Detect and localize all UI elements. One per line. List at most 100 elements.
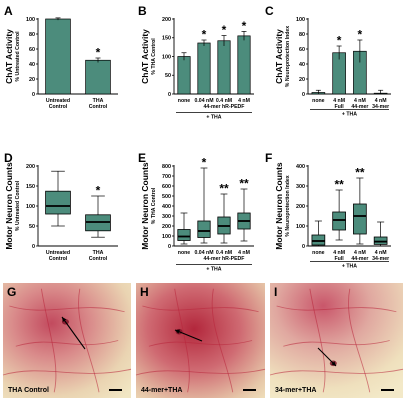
panel-label: H bbox=[140, 285, 149, 299]
y-tick-label: 100 bbox=[296, 224, 305, 230]
stained-fiber bbox=[135, 368, 266, 376]
y-tick-label: 0 bbox=[32, 244, 35, 250]
x-tick-label: 4 nM bbox=[375, 98, 387, 104]
bar bbox=[177, 56, 191, 95]
micrograph-image bbox=[270, 283, 403, 398]
x-tick-label: 4 nM bbox=[375, 250, 387, 256]
y-tick-label: 300 bbox=[162, 214, 171, 220]
panel-label: B bbox=[138, 4, 147, 18]
micrograph-g: G THA Control bbox=[2, 283, 132, 398]
stained-fiber bbox=[276, 305, 397, 313]
y-tick-label: 60 bbox=[29, 47, 35, 53]
x-tick-label: 44-mer bbox=[351, 104, 368, 110]
x-tick-label: 4 nM bbox=[238, 250, 250, 256]
bar bbox=[45, 18, 71, 95]
box bbox=[311, 234, 326, 246]
bar bbox=[85, 59, 111, 95]
x-tick-label: none bbox=[178, 250, 191, 256]
y-tick-label: 600 bbox=[162, 184, 171, 190]
y-axis-subtitle: % Neuroprotection Index bbox=[285, 175, 291, 237]
stained-fiber bbox=[40, 288, 57, 393]
y-tick-label: 300 bbox=[296, 184, 305, 190]
y-tick-label: 200 bbox=[162, 224, 171, 230]
significance-marker: * bbox=[202, 28, 207, 42]
arrowhead-icon bbox=[331, 361, 336, 366]
y-tick-label: 100 bbox=[296, 17, 305, 23]
x-tick-label: Control bbox=[49, 104, 68, 110]
significance-marker: * bbox=[96, 46, 101, 60]
y-tick-label: 0 bbox=[168, 244, 171, 250]
micrograph-caption: 44-mer+THA bbox=[141, 387, 182, 394]
panel-b: B ChAT Activity% THA Control 0 50 100 150 200 n… bbox=[138, 4, 254, 121]
y-axis-subtitle: % THA Control bbox=[151, 38, 157, 75]
stained-fiber bbox=[283, 340, 390, 347]
y-tick-label: 100 bbox=[162, 54, 171, 60]
micrograph-caption: THA Control bbox=[8, 387, 49, 394]
y-tick-label: 200 bbox=[296, 204, 305, 210]
significance-marker: * bbox=[202, 156, 207, 170]
x-tick-label: none bbox=[312, 98, 325, 104]
x-tick-label: 4 nM bbox=[333, 250, 345, 256]
x-tick-label: Control bbox=[89, 104, 108, 110]
bar bbox=[217, 40, 231, 95]
x-tick-label: 0.04 nM bbox=[194, 250, 213, 256]
y-tick-label: 100 bbox=[26, 204, 35, 210]
panel-label: G bbox=[7, 285, 16, 299]
panel-a: A ChAT Activity% Untreated Control 0 20 40 60… bbox=[4, 4, 118, 110]
stained-fiber bbox=[15, 340, 119, 347]
box bbox=[353, 203, 367, 235]
box bbox=[177, 229, 191, 241]
x-tick-label: Control bbox=[89, 256, 108, 262]
significance-marker: ** bbox=[239, 177, 249, 191]
box bbox=[197, 220, 211, 238]
micrographs-layer: G THA Control H 44-mer+THA I 34-mer+THA bbox=[2, 283, 404, 398]
y-tick-label: 500 bbox=[162, 194, 171, 200]
stained-fiber bbox=[9, 305, 125, 313]
x-tick-label: none bbox=[312, 250, 325, 256]
y-axis-subtitle: % THA Control bbox=[151, 187, 157, 224]
x-tick-label: 0.4 nM bbox=[216, 250, 232, 256]
y-tick-label: 0 bbox=[168, 92, 171, 98]
y-tick-label: 50 bbox=[29, 224, 35, 230]
stained-fiber bbox=[142, 305, 259, 313]
y-tick-label: 0 bbox=[302, 244, 305, 250]
y-tick-label: 20 bbox=[29, 77, 35, 83]
y-tick-label: 800 bbox=[162, 164, 171, 170]
box bbox=[332, 211, 346, 231]
y-axis-title: ChAT Activity bbox=[140, 29, 150, 84]
y-tick-label: 150 bbox=[26, 184, 35, 190]
y-tick-label: 700 bbox=[162, 174, 171, 180]
arrow-icon bbox=[61, 316, 86, 350]
y-tick-label: 400 bbox=[296, 164, 305, 170]
y-tick-label: 200 bbox=[162, 17, 171, 23]
treatment-label: + THA bbox=[206, 267, 221, 273]
panel-label: I bbox=[274, 285, 277, 299]
significance-marker: * bbox=[96, 184, 101, 198]
group-label: 44-mer hR-PEDF bbox=[204, 104, 245, 110]
x-tick-label: Untreated bbox=[46, 250, 70, 256]
x-tick-label: none bbox=[178, 98, 191, 104]
y-tick-label: 200 bbox=[26, 164, 35, 170]
arrowhead-icon bbox=[175, 329, 180, 334]
y-axis-title: Motor Neuron Counts bbox=[4, 162, 14, 250]
bar bbox=[237, 35, 251, 95]
x-tick-label: Full bbox=[335, 256, 345, 262]
micrograph-image bbox=[3, 283, 131, 398]
arrowhead-icon bbox=[62, 317, 67, 322]
y-tick-label: 400 bbox=[162, 204, 171, 210]
y-tick-label: 100 bbox=[162, 234, 171, 240]
stained-fiber bbox=[2, 368, 132, 376]
bar bbox=[197, 42, 211, 95]
x-tick-label: Full bbox=[335, 104, 345, 110]
treatment-label: + THA bbox=[342, 264, 357, 270]
significance-marker: * bbox=[337, 34, 342, 48]
y-axis-title: ChAT Activity bbox=[4, 29, 14, 84]
x-tick-label: THA bbox=[93, 98, 104, 104]
significance-marker: ** bbox=[219, 182, 229, 196]
arrow-icon bbox=[174, 329, 203, 342]
significance-marker: * bbox=[358, 28, 363, 42]
